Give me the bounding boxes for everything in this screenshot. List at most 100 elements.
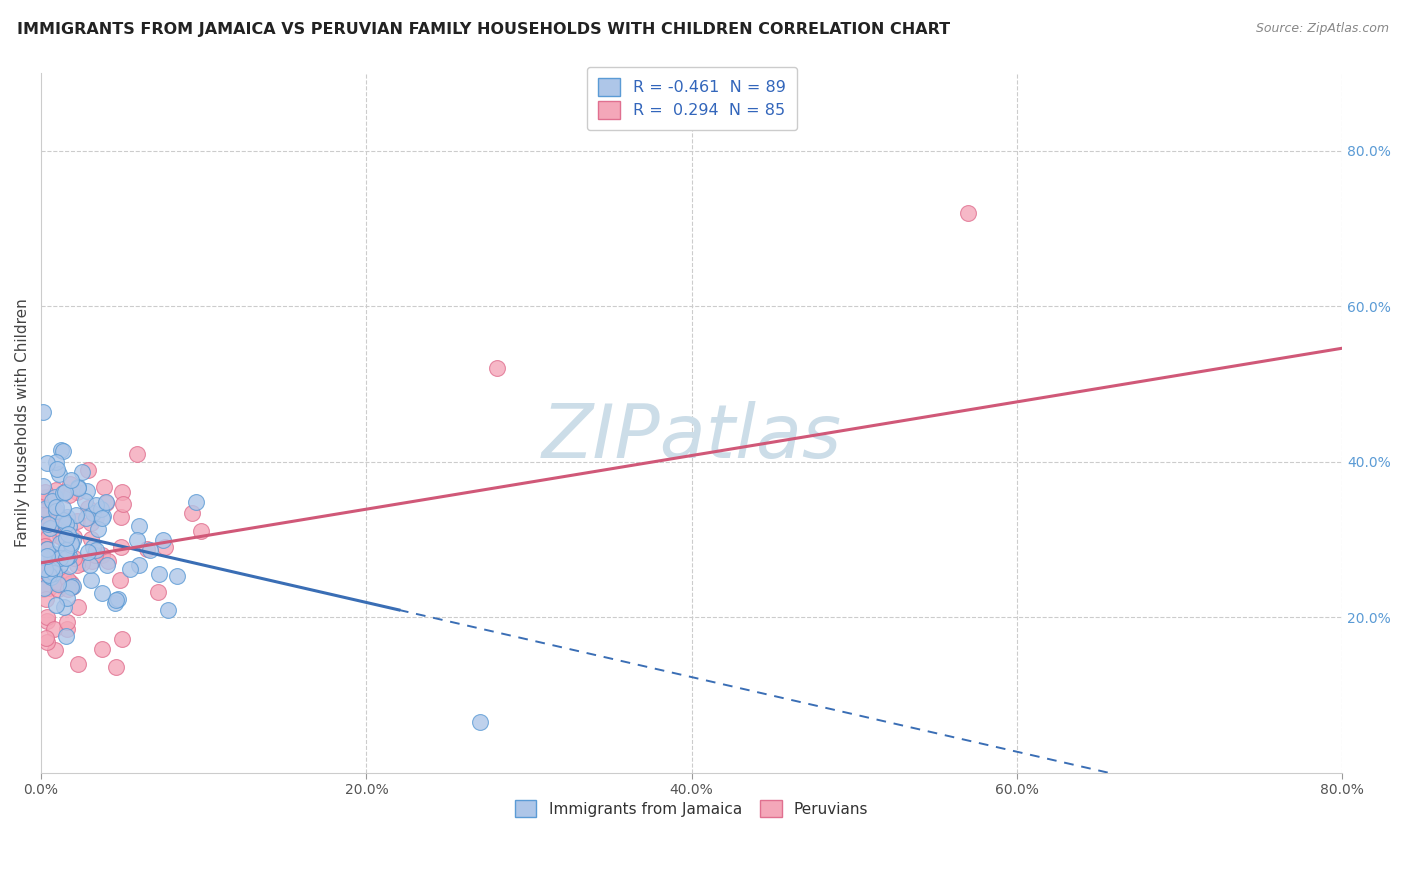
Point [49,530,72,544]
Point [148,566,170,581]
Point [79,558,101,573]
Point [37,610,59,624]
Point [55,550,77,565]
Point [34,564,56,578]
Point [48,467,70,481]
Point [45,500,67,515]
Point [111,632,134,646]
Point [44,508,66,522]
Point [34,496,56,510]
Point [470,715,492,730]
Point [39,553,62,567]
Point [31,504,53,518]
Point [32,566,55,581]
Point [82,554,104,568]
Point [190,524,212,539]
Point [76,545,98,559]
Point [66,485,89,500]
Point [39,570,62,584]
Point [60,536,83,550]
Point [58,558,80,573]
Point [44,550,66,565]
Point [49,558,72,573]
Point [108,573,131,587]
Point [82,506,104,520]
Text: IMMIGRANTS FROM JAMAICA VS PERUVIAN FAMILY HOUSEHOLDS WITH CHILDREN CORRELATION : IMMIGRANTS FROM JAMAICA VS PERUVIAN FAMI… [17,22,950,37]
Point [104,596,127,610]
Point [56,549,79,564]
Point [53,484,76,499]
Point [152,533,174,547]
Point [42,622,65,636]
Point [41,493,63,508]
Point [84,542,107,557]
Point [186,495,208,509]
Point [80,532,103,546]
Point [180,506,202,520]
Point [128,519,150,533]
Point [56,527,79,541]
Point [56,573,79,587]
Point [44,555,66,569]
Point [35,549,58,564]
Point [35,635,58,649]
Point [62,533,84,547]
Point [55,531,77,545]
Point [39,549,62,564]
Point [65,508,87,522]
Point [39,516,62,530]
Point [35,490,58,504]
Point [84,499,107,513]
Point [58,549,80,564]
Point [34,484,56,499]
Point [70,465,93,479]
Point [166,569,188,583]
Point [45,483,67,497]
Point [55,629,77,643]
Y-axis label: Family Households with Children: Family Households with Children [15,299,30,547]
Point [52,599,75,614]
Point [55,615,77,629]
Point [53,542,76,557]
Point [118,562,141,576]
Point [39,521,62,535]
Point [90,502,112,516]
Point [44,490,66,504]
Point [41,560,63,574]
Point [35,614,58,628]
Point [35,456,58,470]
Point [112,498,135,512]
Point [66,481,89,495]
Point [45,598,67,612]
Point [111,484,134,499]
Point [90,586,112,600]
Point [59,576,82,591]
Point [48,536,70,550]
Point [66,514,89,528]
Point [94,496,117,510]
Point [67,600,90,615]
Point [146,584,169,599]
Point [52,444,75,458]
Point [84,549,107,563]
Point [35,541,58,556]
Point [46,576,69,591]
Point [45,454,67,468]
Point [38,581,60,595]
Point [72,556,94,570]
Point [44,504,66,518]
Point [51,579,73,593]
Point [136,541,159,556]
Point [32,405,55,419]
Point [49,551,72,566]
Point [93,480,115,494]
Point [60,538,83,552]
Point [55,510,77,524]
Point [60,580,83,594]
Point [37,541,59,556]
Point [957,206,980,220]
Point [41,566,63,580]
Point [67,657,90,671]
Point [31,549,53,564]
Point [31,582,53,596]
